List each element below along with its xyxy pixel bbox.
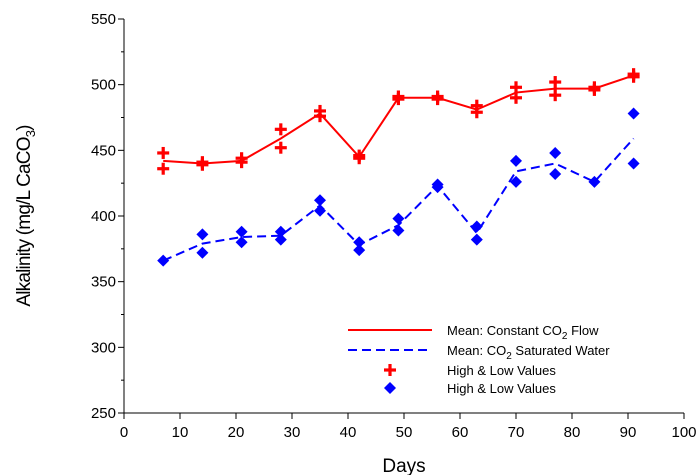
legend-label: Mean: Constant CO2 Flow — [447, 323, 599, 342]
data-point-diamond — [588, 175, 601, 188]
data-point-cross — [510, 81, 522, 94]
data-point-cross — [470, 106, 483, 119]
x-tick-label: 20 — [228, 424, 245, 441]
y-axis-ticks: 250 300 350 400 450 500 550 — [91, 11, 124, 422]
data-point-diamond — [549, 146, 562, 159]
data-point-cross — [235, 156, 248, 169]
data-point-diamond — [235, 236, 248, 249]
y-tick-label: 250 — [91, 405, 116, 422]
legend-label: Mean: CO2 Saturated Water — [447, 343, 610, 362]
legend-label: High & Low Values — [447, 363, 556, 378]
legend-label-subscript: 2 — [506, 351, 512, 362]
data-point-diamond — [392, 224, 405, 237]
legend-item-constant: Mean: Constant CO2 Flow — [348, 323, 599, 342]
x-axis-ticks: 0 10 20 30 40 50 60 70 80 90 100 — [120, 413, 696, 441]
data-point-cross — [588, 83, 601, 96]
y-axis-title-tail: ) — [14, 125, 35, 131]
legend-label-text: High & Low Values — [447, 381, 556, 396]
x-tick-label: 90 — [620, 424, 637, 441]
y-tick-label: 450 — [91, 142, 116, 159]
x-tick-label: 60 — [452, 424, 469, 441]
legend-item-constant_range: High & Low Values — [384, 363, 556, 378]
y-axis-title: Alkalinity (mg/L CaCO3) — [14, 125, 38, 307]
x-tick-label: 40 — [340, 424, 357, 441]
data-point-cross — [314, 110, 326, 123]
data-point-diamond — [274, 225, 287, 238]
data-point-diamond — [157, 254, 170, 267]
data-point-diamond — [235, 225, 248, 238]
y-tick-label: 350 — [91, 274, 116, 291]
data-point-diamond — [627, 107, 640, 120]
legend-cross-swatch — [384, 364, 396, 376]
data-point-cross — [157, 146, 170, 159]
data-point-cross — [510, 91, 522, 104]
data-point-diamond — [353, 244, 366, 257]
legend-item-saturated: Mean: CO2 Saturated Water — [348, 343, 610, 362]
data-point-diamond — [627, 157, 640, 170]
legend-diamond-swatch — [384, 382, 396, 394]
data-point-diamond — [470, 233, 483, 246]
legend-label-text: Mean: Constant CO — [447, 323, 562, 338]
series-line-constant — [163, 74, 634, 165]
data-point-cross — [157, 162, 170, 175]
data-point-diamond — [549, 167, 562, 180]
series-layer — [157, 68, 640, 267]
legend-label-tail: Saturated Water — [512, 343, 610, 358]
legend-label-subscript: 2 — [562, 331, 568, 342]
data-point-cross — [353, 152, 366, 165]
series-saturated_range — [157, 107, 640, 267]
x-tick-label: 100 — [671, 424, 696, 441]
data-point-cross — [274, 123, 287, 136]
y-axis-title-subscript: 3 — [23, 130, 38, 137]
data-point-diamond — [392, 212, 405, 225]
data-point-diamond — [314, 204, 326, 217]
x-tick-label: 0 — [120, 424, 128, 441]
data-point-diamond — [510, 175, 522, 188]
data-point-diamond — [196, 228, 209, 241]
series-constant_range — [157, 68, 640, 175]
data-point-diamond — [353, 236, 366, 249]
y-tick-label: 400 — [91, 208, 116, 225]
series-saturated — [162, 137, 635, 262]
y-tick-label: 300 — [91, 339, 116, 356]
data-point-cross — [274, 141, 287, 154]
x-tick-label: 50 — [396, 424, 413, 441]
legend-label-text: Mean: CO — [447, 343, 506, 358]
y-axis-title-main: Alkalinity (mg/L CaCO — [14, 137, 35, 306]
x-tick-label: 70 — [508, 424, 525, 441]
data-point-diamond — [510, 154, 522, 167]
legend-label: High & Low Values — [447, 381, 556, 396]
data-point-cross — [549, 76, 562, 89]
legend-label-text: High & Low Values — [447, 363, 556, 378]
x-tick-label: 80 — [564, 424, 581, 441]
x-tick-label: 10 — [172, 424, 189, 441]
y-tick-label: 550 — [91, 11, 116, 28]
x-tick-label: 30 — [284, 424, 301, 441]
data-point-diamond — [196, 246, 209, 259]
data-point-cross — [196, 158, 209, 171]
data-point-cross — [549, 89, 562, 102]
series-line-saturated — [162, 137, 635, 262]
data-point-cross — [392, 93, 405, 106]
data-point-diamond — [470, 220, 483, 233]
series-constant — [163, 74, 634, 165]
y-tick-label: 500 — [91, 77, 116, 94]
x-axis-title: Days — [382, 456, 425, 475]
legend-item-saturated_range: High & Low Values — [384, 381, 556, 396]
legend-label-tail: Flow — [567, 323, 599, 338]
data-point-diamond — [314, 194, 326, 207]
plot-area: 0 10 20 30 40 50 60 70 80 90 100 250 300 350 400 450 50… — [91, 11, 696, 441]
data-point-diamond — [431, 181, 444, 194]
data-point-cross — [431, 93, 444, 106]
data-point-diamond — [274, 233, 287, 246]
data-point-cross — [627, 70, 640, 83]
